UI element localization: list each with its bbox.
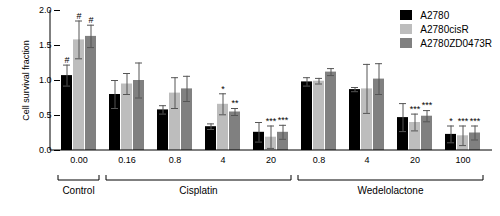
svg-text:0.00: 0.00 xyxy=(70,155,88,165)
svg-text:***: *** xyxy=(470,116,481,126)
svg-text:**: ** xyxy=(231,98,239,108)
svg-text:0.8: 0.8 xyxy=(169,155,182,165)
svg-text:#: # xyxy=(76,11,81,21)
svg-text:0.8: 0.8 xyxy=(313,155,326,165)
svg-text:#: # xyxy=(88,15,93,25)
svg-text:*: * xyxy=(221,84,225,94)
html-text:A2780ZD0473R: A2780ZD0473R xyxy=(420,37,492,49)
svg-text:Cell survival fraction: Cell survival fraction xyxy=(21,40,31,121)
svg-text:***: *** xyxy=(410,104,421,114)
svg-text:100: 100 xyxy=(455,155,470,165)
svg-text:20: 20 xyxy=(266,155,276,165)
html-text:A2780cisR: A2780cisR xyxy=(420,23,469,35)
svg-text:Control: Control xyxy=(62,185,94,196)
svg-text:2.0: 2.0 xyxy=(39,5,52,16)
svg-text:***: *** xyxy=(266,116,277,126)
svg-text:20: 20 xyxy=(410,155,420,165)
svg-text:0.0: 0.0 xyxy=(39,145,52,156)
svg-text:*: * xyxy=(449,116,453,126)
svg-text:Wedelolactone: Wedelolactone xyxy=(358,185,424,196)
svg-text:1.5: 1.5 xyxy=(39,40,52,51)
html-text:A2780: A2780 xyxy=(420,9,450,21)
svg-text:Cisplatin: Cisplatin xyxy=(179,185,217,196)
svg-text:0.16: 0.16 xyxy=(118,155,136,165)
svg-text:1.0: 1.0 xyxy=(39,75,52,86)
svg-text:***: *** xyxy=(458,116,469,126)
svg-text:***: *** xyxy=(422,100,433,110)
svg-text:#: # xyxy=(64,55,69,65)
svg-text:4: 4 xyxy=(364,155,369,165)
svg-text:***: *** xyxy=(278,115,289,125)
svg-text:0.5: 0.5 xyxy=(39,110,52,121)
svg-text:4: 4 xyxy=(220,155,225,165)
